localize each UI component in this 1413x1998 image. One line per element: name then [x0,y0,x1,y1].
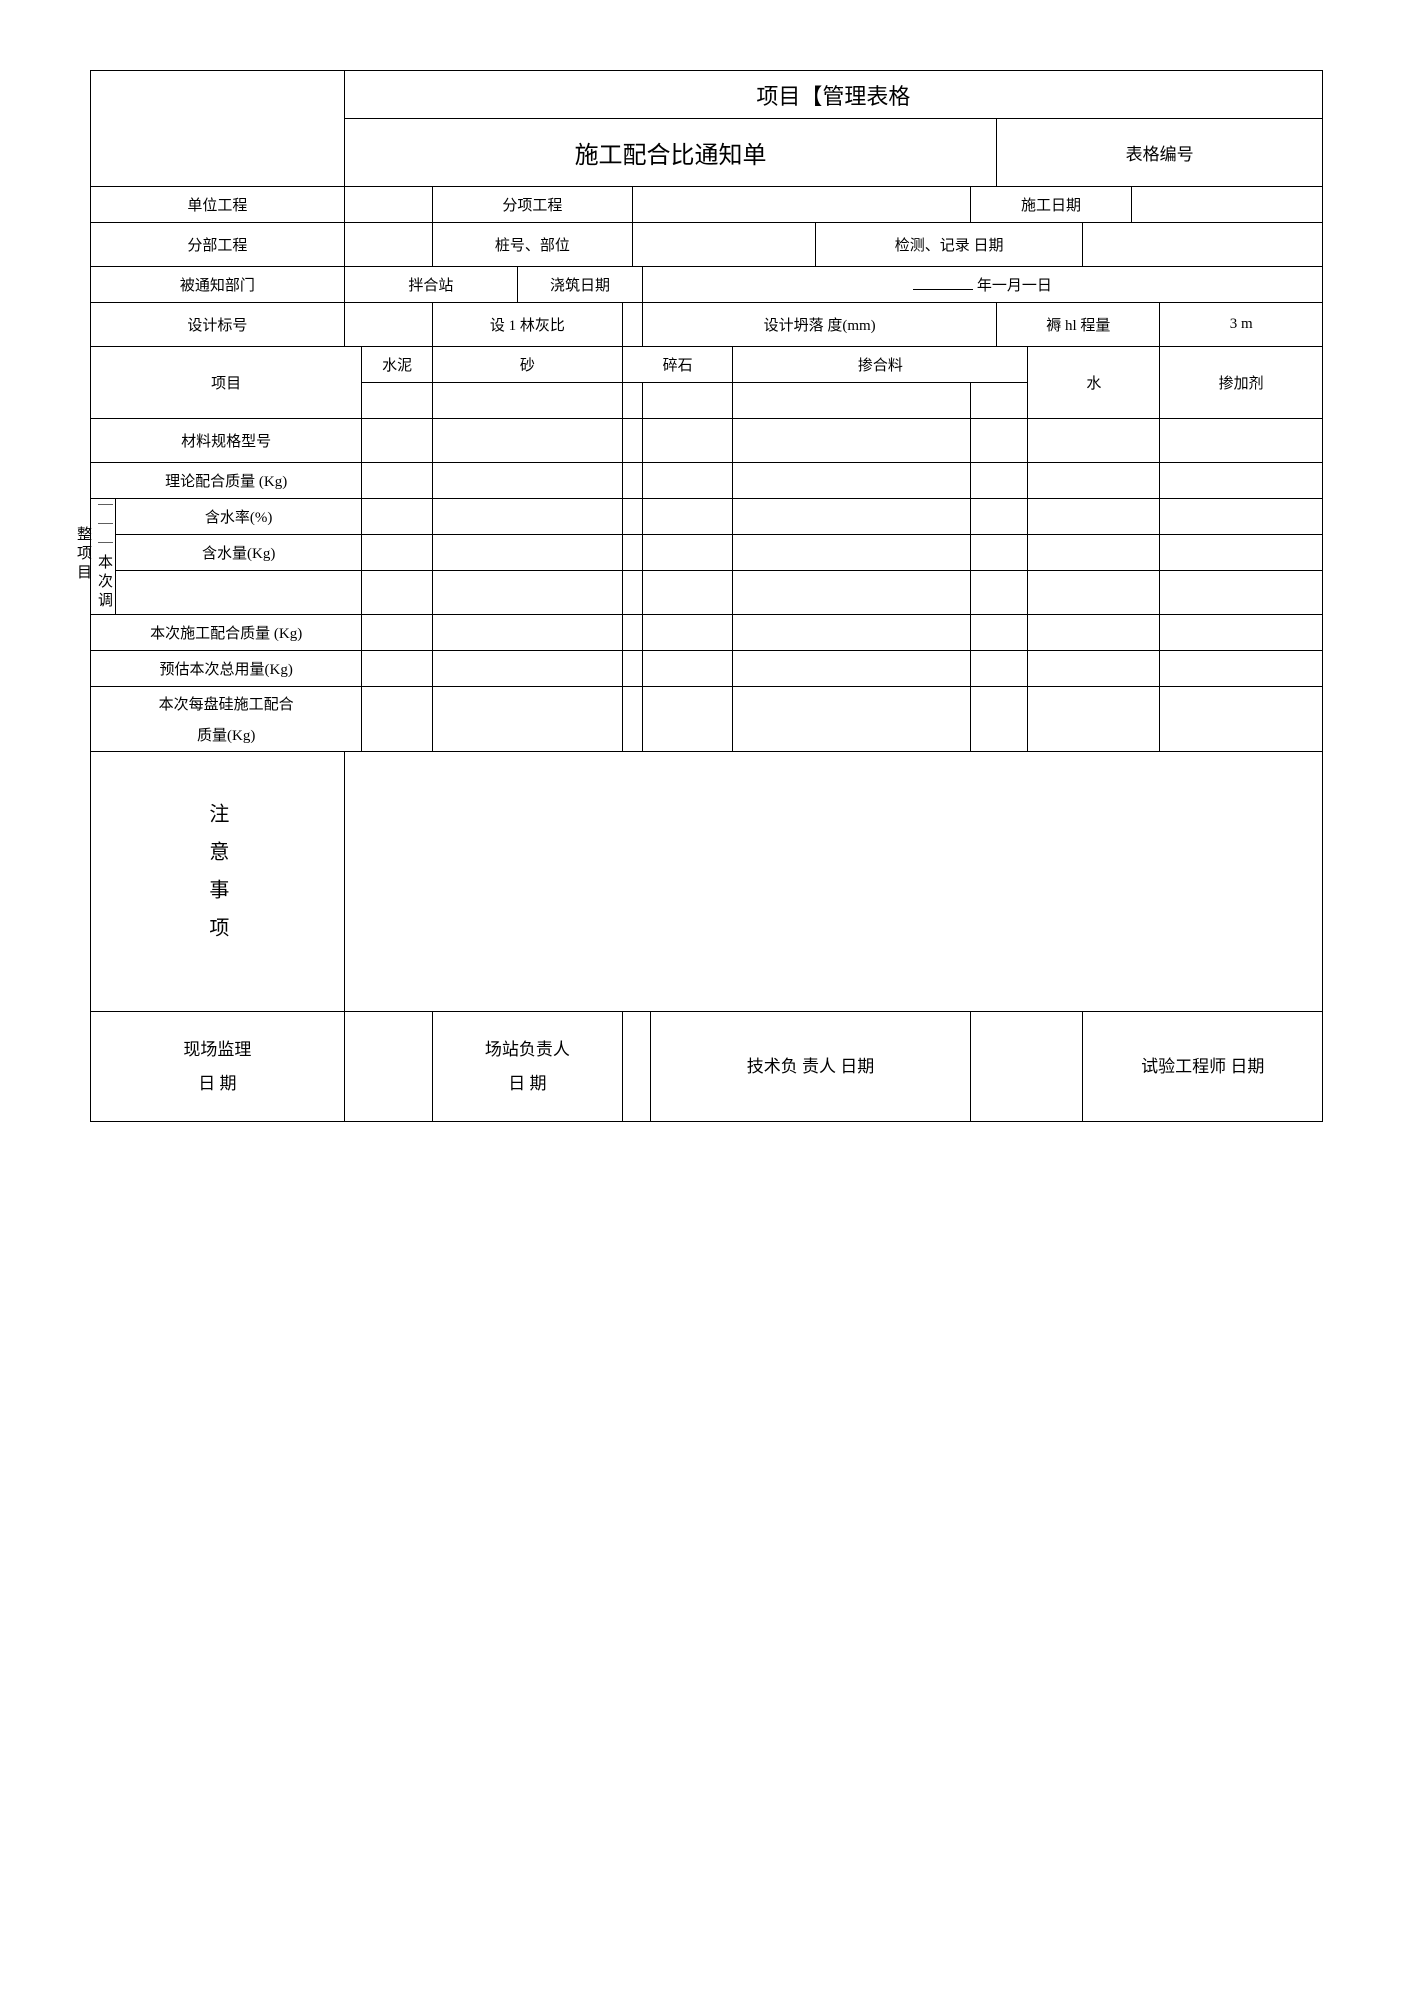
notify-dept-label: 被通知部门 [91,267,345,303]
admixture-header: 掺合料 [733,347,1028,383]
adjust-blank-label [116,571,362,615]
supervisor-label: 现场监理 日 期 [91,1012,345,1122]
tech-value [970,1012,1083,1122]
section-project-value [344,223,432,267]
water-header: 水 [1028,347,1160,419]
spec-label: 材料规格型号 [91,419,362,463]
gravel-header: 碎石 [622,347,733,383]
sand-sub [432,383,622,419]
pour-date-value: 年一月一日 [642,267,1322,303]
tech-label: 技术负 责人 日期 [651,1012,971,1122]
construction-date-value [1132,187,1323,223]
form-table: 项目【管理表格 施工配合比通知单 表格编号 单位工程 分项工程 施工日期 分部工… [90,70,1323,1122]
notes-label: 注意事项 [91,752,345,1012]
sub-project-value [632,187,970,223]
record-date-label: 检测、记录 日期 [815,223,1083,267]
moisture-rate-label: 含水率(%) [116,499,362,535]
form-number-label: 表格编号 [997,119,1323,187]
per-batch-label: 本次每盘硅施工配合 质量(Kg) [91,687,362,752]
estimate-label: 预估本次总用量(Kg) [91,651,362,687]
quantity-label: 褥 hl 程量 [997,303,1160,347]
gravel-sub2 [642,383,733,419]
pile-position-label: 桩号、部位 [432,223,632,267]
slump-label: 设计坍落 度(mm) [642,303,996,347]
unit-project-label: 单位工程 [91,187,345,223]
sand-header: 砂 [432,347,622,383]
engineer-label: 试验工程师 日期 [1083,1012,1323,1122]
construction-mass-label: 本次施工配合质量 (Kg) [91,615,362,651]
theory-label: 理论配合质量 (Kg) [91,463,362,499]
notify-dept-value: 拌合站 [344,267,517,303]
supervisor-value [344,1012,432,1122]
cement-ratio-value [622,303,642,347]
design-grade-value [344,303,432,347]
adjust-group-label: ｜｜｜本次调整项目 [91,499,116,615]
pour-date-label: 浇筑日期 [518,267,643,303]
admix-sub2 [970,383,1027,419]
design-grade-label: 设计标号 [91,303,345,347]
construction-date-label: 施工日期 [970,187,1131,223]
sub-project-label: 分项工程 [432,187,632,223]
item-label: 项目 [91,347,362,419]
quantity-value: 3 m [1160,303,1323,347]
cement-header: 水泥 [362,347,433,383]
sub-title: 施工配合比通知单 [344,119,996,187]
cement-ratio-label: 设 1 林灰比 [432,303,622,347]
section-project-label: 分部工程 [91,223,345,267]
station-value [622,1012,650,1122]
cement-sub [362,383,433,419]
station-label: 场站负责人 日 期 [432,1012,622,1122]
pile-position-value [632,223,815,267]
unit-project-value [344,187,432,223]
notes-content [344,752,1322,1012]
additive-header: 掺加剂 [1160,347,1323,419]
main-title: 项目【管理表格 [344,71,1322,119]
moisture-amt-label: 含水量(Kg) [116,535,362,571]
record-date-value [1083,223,1323,267]
admix-sub1 [733,383,971,419]
gravel-sub1 [622,383,642,419]
